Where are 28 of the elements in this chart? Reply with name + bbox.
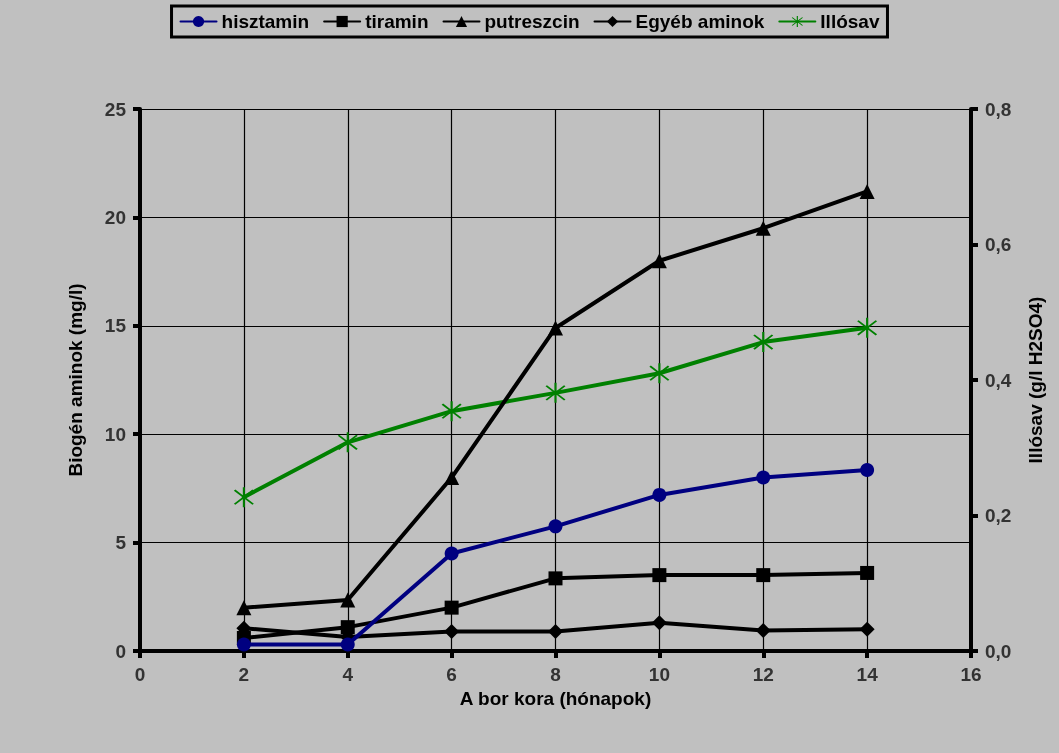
y-tick-label: 0	[115, 640, 126, 662]
x-tick-label: 4	[342, 664, 354, 685]
legend-label: putreszcin	[484, 11, 580, 32]
y-tick-label: 25	[104, 98, 127, 120]
x-tick-label: 14	[856, 664, 879, 685]
y-tick-label: 10	[104, 423, 126, 445]
y-tick-label: 5	[115, 532, 127, 554]
y2-tick-label: 0,8	[985, 98, 1012, 120]
legend-label: tiramin	[365, 11, 429, 32]
legend-label: Illósav	[820, 11, 880, 32]
legend-label: hisztamin	[221, 11, 310, 32]
y-tick-label: 15	[104, 315, 127, 337]
legend-label: Egyéb aminok	[635, 11, 765, 32]
x-axis-title: A bor kora (hónapok)	[459, 688, 652, 709]
x-tick-label: 8	[550, 664, 561, 685]
x-tick-label: 10	[648, 664, 670, 685]
y2-tick-label: 0,2	[985, 505, 1012, 526]
y-tick-label: 20	[104, 206, 126, 228]
y2-tick-label: 0,0	[985, 640, 1012, 662]
x-tick-label: 0	[134, 664, 146, 685]
y2-axis-title: Illósav (g/l H2SO4)	[1025, 296, 1046, 464]
x-tick-label: 12	[752, 664, 774, 685]
x-tick-label: 6	[446, 664, 457, 685]
y2-tick-label: 0,6	[985, 234, 1012, 255]
y-axis-title: Biogén aminok (mg/l)	[65, 283, 86, 477]
x-tick-label: 2	[238, 664, 250, 685]
y2-tick-label: 0,4	[985, 369, 1012, 391]
x-tick-label: 16	[960, 664, 982, 685]
